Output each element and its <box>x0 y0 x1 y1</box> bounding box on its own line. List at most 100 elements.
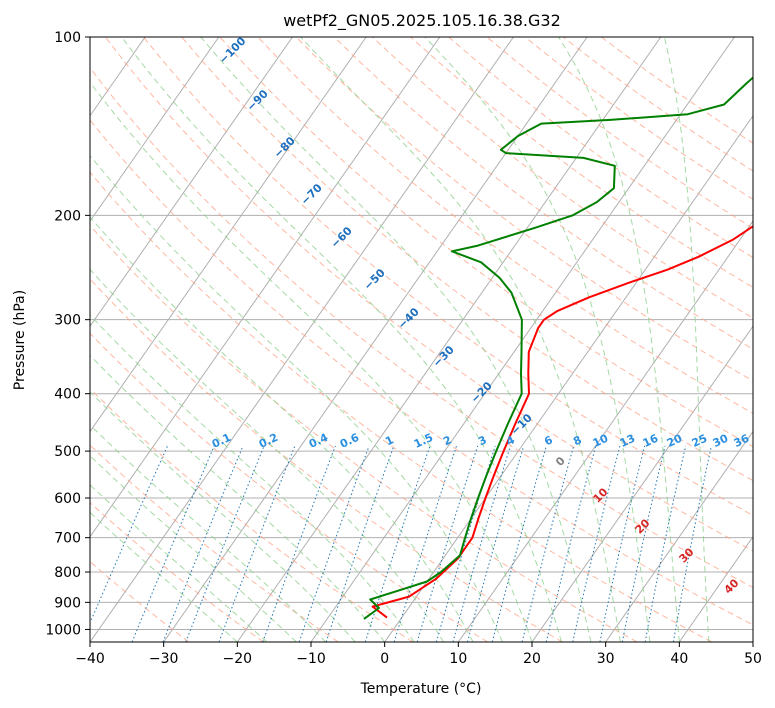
mixing-ratio-line <box>672 445 712 642</box>
x-tick-label: 20 <box>523 651 541 667</box>
y-tick-label: 600 <box>54 491 81 507</box>
x-tick-label: −10 <box>296 651 326 667</box>
mixing-ratio-line <box>644 445 687 642</box>
mixing-ratio-line <box>572 445 621 642</box>
mixing-ratio-label: 20 <box>665 432 685 450</box>
dry-adiabat-line <box>90 502 264 642</box>
dry-adiabat-line <box>90 119 753 626</box>
x-tick-label: 10 <box>449 651 467 667</box>
dry-adiabat-line <box>90 332 488 642</box>
mixing-ratio-line <box>90 445 168 625</box>
moist-adiabat-line <box>121 37 562 642</box>
moist-adiabat-line <box>90 354 386 642</box>
moist-adiabat-line <box>90 216 474 642</box>
dry-adiabat-line <box>295 37 753 382</box>
mixing-ratio-line <box>435 445 496 642</box>
profile-lines <box>363 76 753 620</box>
dry-adiabat-line <box>219 37 753 448</box>
isotherm-line <box>605 430 753 642</box>
isotherm-line <box>752 641 753 642</box>
y-tick-label: 300 <box>54 313 81 329</box>
isotherm-line <box>0 37 72 642</box>
mixing-ratio-line <box>364 445 431 642</box>
background-lines <box>0 37 753 642</box>
moist-adiabat-line <box>90 314 415 642</box>
mixing-ratio-line <box>416 445 479 642</box>
axes: −40 −30 −20 −10 0 10 20 30 40 50 100 200 300 400 500 60… <box>45 30 762 667</box>
isotherm-line <box>384 114 753 642</box>
moist-adiabat-line <box>90 455 297 642</box>
dry-adiabat-line <box>143 37 753 516</box>
dry-adiabat-line <box>90 67 753 588</box>
moist-adiabat-line <box>90 154 503 642</box>
y-tick-label: 800 <box>54 565 81 581</box>
mixing-ratio-label: 10 <box>591 432 611 450</box>
moist-adiabat-line <box>90 391 356 642</box>
moist-adiabat-line <box>90 511 238 642</box>
x-tick-label: −40 <box>75 651 105 667</box>
dry-adiabat-line <box>410 37 753 289</box>
mixing-ratio-line <box>262 445 336 642</box>
mixing-ratio-label: 25 <box>690 432 709 450</box>
isotherm-line <box>678 535 753 642</box>
moist-adiabat-line <box>90 484 268 642</box>
y-tick-label: 900 <box>54 595 81 611</box>
mixing-ratio-label: 36 <box>732 432 752 450</box>
isotherm-line <box>90 37 293 328</box>
mixing-ratio-label: 13 <box>618 432 637 450</box>
plot-frame <box>89 36 754 643</box>
mixing-ratio-line <box>491 445 547 642</box>
mixing-ratio-label: 30 <box>711 432 731 450</box>
plot-area <box>90 37 753 642</box>
mixing-ratio-line <box>218 445 296 642</box>
mixing-ratio-line <box>599 445 646 642</box>
x-axis-title: Temperature (°C) <box>360 681 482 697</box>
chart-title: wetPf2_GN05.2025.105.16.38.G32 <box>283 11 561 31</box>
isotherm-line <box>531 325 753 642</box>
temperature-line <box>371 225 753 619</box>
mixing-ratio-line <box>545 445 597 642</box>
x-tick-label: 0 <box>380 651 389 667</box>
y-axis-title: Pressure (hPa) <box>12 290 28 390</box>
y-tick-label: 500 <box>54 444 81 460</box>
isotherm-line <box>90 37 514 642</box>
mixing-ratio-label: 16 <box>641 432 661 450</box>
mixing-ratio-line <box>298 445 370 642</box>
mixing-ratio-line <box>393 445 457 642</box>
dewpoint-line <box>363 76 753 620</box>
dry-adiabat-line <box>104 37 753 552</box>
mixing-ratio-line <box>467 445 525 642</box>
isotherm-line <box>310 37 735 642</box>
moist-adiabat-line <box>90 268 445 642</box>
x-tick-label: 30 <box>597 651 615 667</box>
dry-adiabat-line <box>90 224 638 642</box>
dry-adiabat-line <box>90 278 563 642</box>
dry-adiabat-line <box>90 171 712 642</box>
moist-adiabat-line <box>90 81 533 642</box>
mixing-ratio-line <box>621 445 666 642</box>
moist-adiabat-line <box>90 424 327 642</box>
moist-adiabat-line <box>200 37 592 642</box>
y-tick-label: 100 <box>54 30 81 46</box>
moist-adiabat-line <box>300 37 621 642</box>
mixing-ratio-line <box>521 445 575 642</box>
x-tick-label: 50 <box>744 651 762 667</box>
moist-adiabat-line <box>558 37 680 642</box>
isotherm-line <box>457 220 753 642</box>
moist-adiabat-line <box>424 37 651 642</box>
dry-adiabat-line <box>257 37 753 414</box>
isotherm-line <box>90 37 441 538</box>
mixing-ratio-line <box>452 445 511 642</box>
x-tick-label: −30 <box>149 651 179 667</box>
isotherm-line <box>90 37 367 433</box>
y-tick-label: 400 <box>54 387 81 403</box>
isotherm-line <box>236 37 662 642</box>
y-tick-label: 1000 <box>45 622 81 638</box>
x-tick-label: 40 <box>670 651 688 667</box>
isotherm-line <box>90 37 220 222</box>
y-tick-label: 700 <box>54 531 81 547</box>
x-tick-label: −20 <box>223 651 253 667</box>
mixing-ratio-line <box>325 445 395 642</box>
y-tick-label: 200 <box>54 208 81 224</box>
